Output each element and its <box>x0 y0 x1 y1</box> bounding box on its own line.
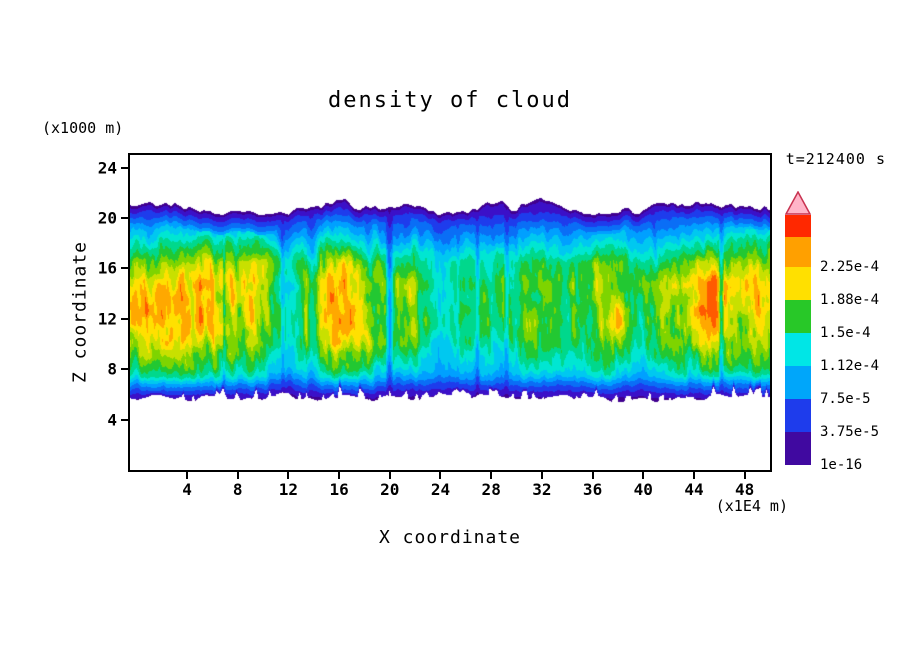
colorbar-segment <box>785 333 811 366</box>
colorbar-segment <box>785 432 811 465</box>
y-tick-mark <box>121 217 128 219</box>
y-tick-label: 24 <box>97 158 117 178</box>
x-tick-mark <box>236 472 239 479</box>
x-tick-mark <box>591 472 594 479</box>
colorbar-label: 1e-16 <box>820 457 863 473</box>
colorbar-label: 1.88e-4 <box>820 292 880 308</box>
x-tick-label: 36 <box>582 480 603 499</box>
colorbar-overflow-arrow-icon <box>785 191 811 215</box>
plot-frame <box>128 153 772 472</box>
colorbar-label: 3.75e-5 <box>820 424 880 440</box>
x-tick-label: 32 <box>532 480 552 499</box>
y-tick-mark <box>121 317 128 320</box>
x-tick-label: 44 <box>684 480 704 499</box>
y-tick-mark <box>121 166 128 169</box>
heatmap-canvas <box>130 155 770 470</box>
y-tick-mark <box>121 267 128 270</box>
colorbar-segment <box>785 237 811 267</box>
colorbar-label: 2.25e-4 <box>820 259 880 275</box>
y-tick-label: 12 <box>97 309 117 329</box>
colorbar-segment <box>785 215 811 237</box>
x-axis-unit: (x1E4 m) <box>715 497 788 515</box>
y-tick-label: 20 <box>97 208 117 228</box>
y-tick-mark <box>121 368 128 371</box>
colorbar-segment <box>785 399 811 432</box>
x-tick-label: 24 <box>430 480 451 499</box>
colorbar-segment <box>785 366 811 399</box>
x-tick-label: 12 <box>278 480 299 499</box>
x-tick-mark <box>490 472 493 479</box>
colorbar-label: 1.5e-4 <box>820 325 871 341</box>
time-annotation: t=212400 s <box>785 150 886 168</box>
x-tick-label: 40 <box>633 480 653 499</box>
x-tick-label: 4 <box>182 480 192 499</box>
y-tick-mark <box>121 418 128 421</box>
y-tick-label: 8 <box>107 359 117 379</box>
x-tick-mark <box>338 472 341 479</box>
x-tick-label: 8 <box>232 480 243 499</box>
x-tick-mark <box>287 472 290 479</box>
x-tick-mark <box>388 472 391 479</box>
x-tick-label: 48 <box>735 480 755 499</box>
y-axis-unit: (x1000 m) <box>42 119 124 137</box>
x-tick-mark <box>540 472 543 479</box>
y-tick-label: 16 <box>97 258 117 278</box>
y-tick-label: 4 <box>107 410 117 430</box>
colorbar-segment <box>785 300 811 333</box>
x-tick-mark <box>186 472 189 479</box>
chart-title: density of cloud <box>328 88 572 113</box>
x-tick-mark <box>642 472 645 479</box>
colorbar-segment <box>785 267 811 300</box>
x-tick-label: 16 <box>329 480 349 499</box>
x-tick-mark <box>439 472 442 479</box>
x-axis-label: X coordinate <box>378 527 522 548</box>
colorbar-label: 7.5e-5 <box>820 391 871 407</box>
x-tick-mark <box>692 472 695 479</box>
colorbar-label: 1.12e-4 <box>820 358 880 374</box>
x-tick-label: 28 <box>481 480 501 499</box>
x-tick-label: 20 <box>380 480 400 499</box>
x-tick-mark <box>743 472 746 479</box>
